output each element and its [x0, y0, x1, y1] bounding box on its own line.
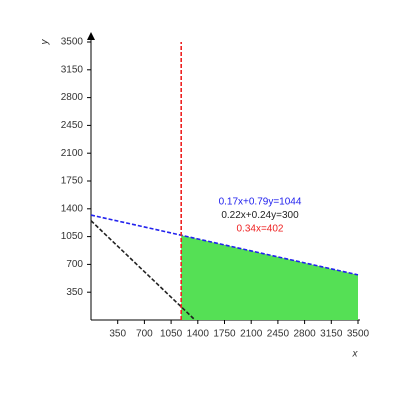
- y-tick-label: 350: [66, 287, 83, 298]
- constraint-line: [90, 214, 359, 276]
- y-tick-label: 1050: [61, 231, 84, 242]
- legend-label: 0.17x+0.79y=1044: [219, 197, 302, 208]
- legend-label: 0.34x=402: [237, 224, 284, 235]
- y-tick-label: 2800: [61, 92, 84, 103]
- x-tick-label: 2800: [293, 329, 316, 340]
- y-tick-label: 2450: [61, 120, 84, 131]
- feasible-region: [181, 235, 358, 320]
- x-tick-label: 350: [109, 329, 126, 340]
- legend-label: 0.22x+0.24y=300: [221, 210, 299, 221]
- x-tick-label: 700: [136, 329, 153, 340]
- y-tick-label: 1400: [61, 203, 84, 214]
- y-axis-title: y: [40, 39, 51, 46]
- y-tick-label: 3150: [61, 64, 84, 75]
- y-tick-label: 1750: [61, 176, 84, 187]
- y-tick-label: 2100: [61, 148, 84, 159]
- x-tick-label: 1050: [160, 329, 183, 340]
- x-tick-label: 2450: [267, 329, 290, 340]
- y-axis-arrow: [87, 32, 95, 40]
- y-tick-label: 700: [66, 259, 83, 270]
- x-tick-label: 3150: [320, 329, 343, 340]
- x-tick-label: 2100: [240, 329, 263, 340]
- y-tick-label: 3500: [61, 37, 84, 48]
- x-tick-label: 1750: [213, 329, 236, 340]
- x-axis-title: x: [352, 349, 359, 360]
- x-tick-label: 3500: [347, 329, 370, 340]
- x-tick-label: 1400: [187, 329, 210, 340]
